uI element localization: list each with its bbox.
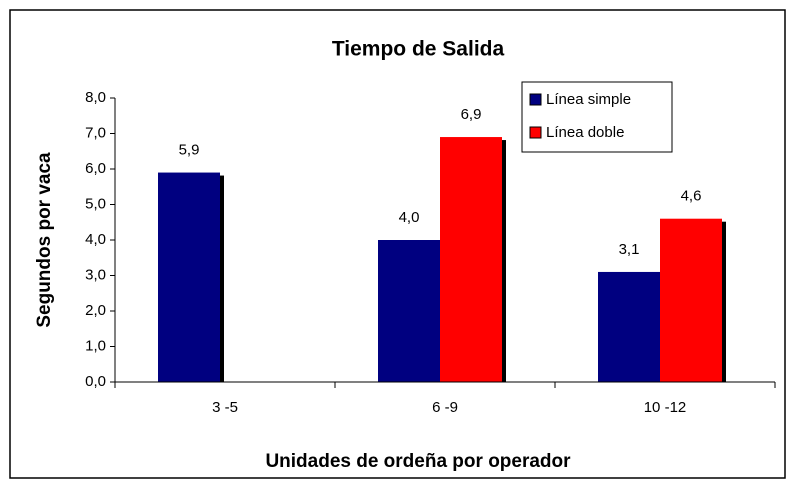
data-label: 5,9: [179, 142, 200, 159]
bar: [598, 271, 660, 382]
y-tick-label: 1,0: [85, 337, 106, 354]
legend-swatch: [529, 126, 542, 139]
y-tick-label: 7,0: [85, 124, 106, 141]
x-axis-label: Unidades de ordeña por operador: [265, 451, 571, 472]
bar: [158, 172, 220, 382]
y-tick-label: 5,0: [85, 195, 106, 212]
bar: [378, 240, 440, 382]
y-axis-label: Segundos por vaca: [34, 152, 55, 328]
data-label: 6,9: [461, 106, 482, 123]
y-tick-label: 2,0: [85, 302, 106, 319]
data-label: 3,1: [619, 241, 640, 258]
legend-swatch: [529, 93, 542, 106]
data-label: 4,6: [681, 188, 702, 205]
bar: [660, 218, 722, 382]
y-tick-label: 0,0: [85, 373, 106, 390]
legend-box: [521, 81, 673, 153]
chart-title: Tiempo de Salida: [332, 38, 505, 61]
y-tick-label: 4,0: [85, 231, 106, 248]
x-tick-label: 10 -12: [644, 399, 687, 416]
x-tick-label: 3 -5: [212, 399, 238, 416]
y-tick-label: 3,0: [85, 266, 106, 283]
x-tick-label: 6 -9: [432, 399, 458, 416]
y-tick-label: 8,0: [85, 89, 106, 106]
y-tick-label: 6,0: [85, 160, 106, 177]
legend-label: Línea doble: [546, 124, 624, 141]
data-label: 4,0: [399, 209, 420, 226]
bar: [440, 137, 502, 382]
legend-label: Línea simple: [546, 91, 631, 108]
